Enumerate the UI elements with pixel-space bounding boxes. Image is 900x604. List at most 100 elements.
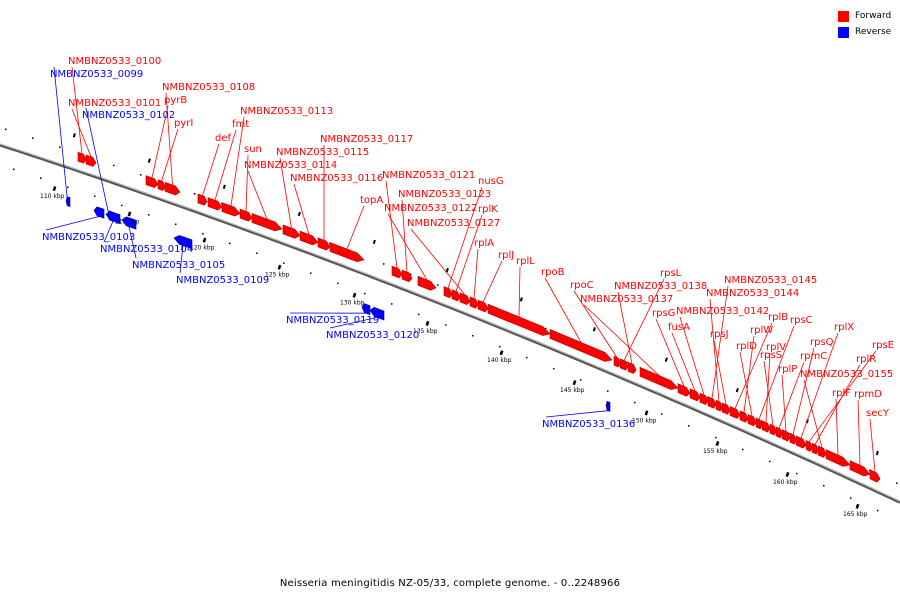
leader-line: [54, 67, 68, 206]
gene-label-nmbnz0533-0122: NMBNZ0533_0122: [384, 203, 477, 214]
gene-label-nmbnz0533-0102: NMBNZ0533_0102: [82, 110, 175, 121]
legend-forward: Forward: [838, 8, 891, 24]
gene-feature-rpsc: [756, 418, 762, 429]
gene-label-nmbnz0533-0116: NMBNZ0533_0116: [290, 173, 383, 184]
gene-label-nmbnz0533-0109: NMBNZ0533_0109: [176, 275, 269, 286]
gene-label-nmbnz0533-0123: NMBNZ0533_0123: [398, 189, 491, 200]
leader-line: [740, 352, 752, 416]
leader-line: [166, 93, 173, 185]
gene-label-nmbnz0533-0144: NMBNZ0533_0144: [706, 288, 799, 299]
major-tick-mark: [645, 410, 649, 415]
gene-feature-nusg: [444, 287, 452, 298]
minor-tick-top: [5, 129, 7, 131]
leader-line: [203, 144, 220, 196]
gene-label-rpmc: rpmC: [800, 351, 827, 362]
minor-tick-top: [140, 174, 142, 176]
gene-label-nmbnz0533-0119: NMBNZ0533_0119: [286, 315, 379, 326]
gene-feature-nmbnz0533-0144: [716, 400, 722, 411]
minor-tick-bottom: [310, 272, 312, 274]
gene-feature-nmbnz0533-0136: [606, 401, 610, 411]
minor-tick-bottom: [13, 169, 15, 171]
gene-feature-nmbnz0533-0122: [418, 276, 436, 290]
gene-label-rplw: rplW: [750, 325, 773, 336]
gene-label-nmbnz0533-0115: NMBNZ0533_0115: [276, 147, 369, 158]
gene-label-nmbnz0533-0113: NMBNZ0533_0113: [240, 106, 333, 117]
gene-label-nmbnz0533-0121: NMBNZ0533_0121: [382, 170, 475, 181]
minor-tick-bottom: [337, 283, 339, 285]
gene-label-nmbnz0533-0105: NMBNZ0533_0105: [132, 260, 225, 271]
gene-label-rpoc: rpoC: [570, 280, 594, 291]
minor-tick-bottom: [715, 437, 717, 439]
minor-tick-bottom: [202, 233, 204, 235]
leader-line: [858, 400, 860, 465]
gene-label-nmbnz0533-0108: NMBNZ0533_0108: [162, 82, 255, 93]
gene-feature-rpoc: [614, 356, 620, 367]
minor-tick-bottom: [742, 449, 744, 451]
gene-label-rpll: rplL: [516, 256, 535, 267]
minor-tick-bottom: [688, 425, 690, 427]
genome-caption: Neisseria meningitidis NZ-05/33, complet…: [0, 578, 900, 589]
minor-tick-top: [59, 147, 61, 149]
minor-tick-bottom: [580, 379, 582, 381]
leader-line: [672, 333, 695, 391]
forward-swatch: [838, 11, 849, 22]
minor-tick-top: [113, 165, 115, 167]
minor-tick-bottom: [877, 510, 879, 512]
legend-forward-label: Forward: [855, 11, 891, 21]
gene-feature-def: [198, 194, 207, 205]
gene-label-rplb: rplB: [768, 312, 788, 323]
minor-tick-bottom: [418, 314, 420, 316]
gene-label-nmbnz0533-0145: NMBNZ0533_0145: [724, 275, 817, 286]
gene-feature-rpsq: [790, 433, 796, 444]
tick-label: 120 kbp: [190, 245, 215, 252]
major-tick-mark: [426, 321, 430, 326]
minor-tick-bottom: [256, 253, 258, 255]
major-tick-mark: [500, 350, 504, 355]
gene-label-rpsg: rpsG: [652, 308, 675, 319]
gene-label-rpsj: rpsJ: [710, 329, 729, 340]
legend-reverse: Reverse: [838, 24, 891, 40]
leader-line: [782, 375, 786, 431]
gene-label-rplk: rplK: [478, 204, 498, 215]
minor-tick-bottom: [283, 262, 285, 264]
minor-tick-bottom: [634, 402, 636, 404]
gene-label-nmbnz0533-0099: NMBNZ0533_0099: [50, 69, 143, 80]
gene-label-rpsq: rpsQ: [810, 337, 834, 348]
gene-feature-pyri: [158, 180, 165, 191]
major-tick-mark-top: [298, 212, 301, 216]
minor-tick-bottom: [364, 293, 366, 295]
tick-label: 165 kbp: [843, 511, 868, 518]
gene-label-rpla: rplA: [474, 238, 494, 249]
tick-label: 110 kbp: [40, 193, 65, 200]
tick-label: 155 kbp: [703, 448, 728, 455]
major-tick-mark: [278, 265, 282, 270]
leader-line: [347, 206, 364, 249]
gene-label-fusa: fusA: [668, 322, 690, 333]
gene-label-rplp: rplP: [778, 364, 797, 375]
minor-tick-bottom: [769, 461, 771, 463]
gene-feature-nmbnz0533-0103: [94, 207, 104, 218]
gene-feature-nmbnz0533-0137: [640, 367, 678, 389]
gene-label-secy: secY: [866, 408, 890, 419]
minor-tick-top: [32, 138, 34, 140]
leader-line: [46, 217, 99, 231]
gene-label-fmt: fmt: [232, 119, 249, 130]
leader-line: [804, 380, 822, 448]
major-tick-mark: [53, 186, 57, 191]
gene-label-nmbnz0533-0127: NMBNZ0533_0127: [407, 218, 500, 229]
gene-feature-nmbnz0533-0101: [86, 155, 96, 166]
minor-tick-bottom: [148, 214, 150, 216]
tick-label: 130 kbp: [340, 300, 365, 307]
tick-label: 160 kbp: [773, 479, 798, 486]
major-tick-mark-top: [520, 297, 523, 301]
gene-label-nmbnz0533-0104: NMBNZ0533_0104: [100, 244, 193, 255]
gene-label-def: def: [215, 133, 232, 144]
minor-tick-bottom: [175, 224, 177, 226]
leader-line: [231, 117, 244, 206]
gene-feature-rpmc: [776, 427, 782, 438]
minor-tick-top: [437, 284, 439, 286]
gene-label-nmbnz0533-0117: NMBNZ0533_0117: [320, 134, 413, 145]
reverse-swatch: [838, 27, 849, 38]
minor-tick-bottom: [796, 473, 798, 475]
